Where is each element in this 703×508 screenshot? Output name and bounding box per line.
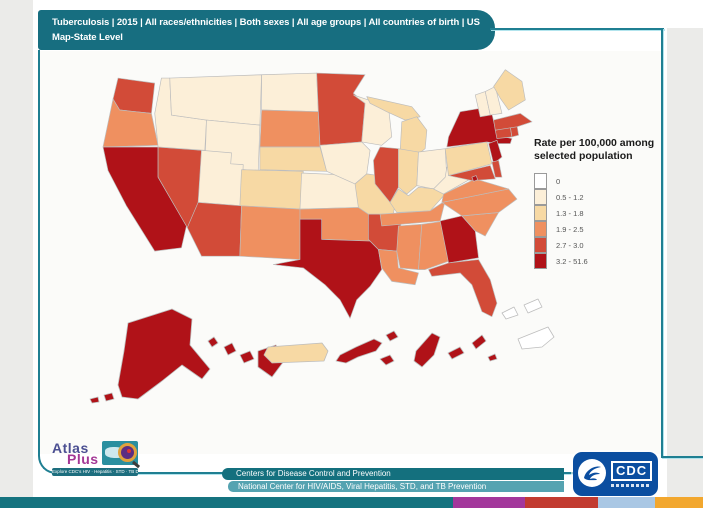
legend-label: 0 xyxy=(556,176,561,186)
state-sd[interactable] xyxy=(259,109,321,148)
mainland-states-group xyxy=(102,69,533,319)
cdc-logo-text: CDC xyxy=(611,461,653,481)
legend-row: 0 xyxy=(534,172,660,189)
state-pr[interactable] xyxy=(263,342,329,364)
legend-swatch xyxy=(534,204,547,221)
legend-swatch xyxy=(534,220,547,237)
header-filters-line: Tuberculosis | 2015 | All races/ethnicit… xyxy=(52,17,480,28)
state-mp[interactable] xyxy=(447,346,465,360)
page-left-margin xyxy=(0,0,33,497)
state-ne[interactable] xyxy=(259,146,328,172)
state-wa[interactable] xyxy=(112,77,156,114)
us-choropleth-map xyxy=(89,69,555,404)
state-co[interactable] xyxy=(239,169,304,210)
state-nd[interactable] xyxy=(261,72,319,113)
state-nj[interactable] xyxy=(488,139,503,165)
state-mp[interactable] xyxy=(471,334,487,350)
bottom-color-strip xyxy=(0,497,703,508)
state-de[interactable] xyxy=(491,160,503,178)
state-me[interactable] xyxy=(493,69,526,111)
frame-line-top xyxy=(490,28,664,30)
strip-segment xyxy=(525,497,598,508)
cdc-logo[interactable]: CDC xyxy=(573,452,658,496)
atlasplus-logo-text-plus: Plus xyxy=(67,451,99,467)
legend-label: 1.9 - 2.5 xyxy=(556,224,584,234)
state-in[interactable] xyxy=(398,148,419,195)
state-tn[interactable] xyxy=(379,200,446,227)
legend-label: 1.3 - 1.8 xyxy=(556,208,584,218)
state-nm[interactable] xyxy=(239,205,302,260)
legend-swatch xyxy=(534,172,547,189)
state-as[interactable] xyxy=(379,354,395,366)
state-hi[interactable] xyxy=(223,342,237,356)
state-vi[interactable] xyxy=(517,326,555,350)
state-or[interactable] xyxy=(102,98,159,148)
state-as[interactable] xyxy=(335,338,383,364)
atlasplus-logo-text-atlas: Atlas xyxy=(52,440,89,456)
frame-line-right xyxy=(661,28,663,458)
legend-row: 1.9 - 2.5 xyxy=(534,220,660,237)
state-nh[interactable] xyxy=(484,86,503,116)
state-mi[interactable] xyxy=(366,96,421,121)
state-ak[interactable] xyxy=(89,396,100,404)
footer-banner-nchhstp: National Center for HIV/AIDS, Viral Hepa… xyxy=(228,481,564,492)
map-legend: Rate per 100,000 among selected populati… xyxy=(534,137,660,269)
legend-label: 0.5 - 1.2 xyxy=(556,192,584,202)
legend-swatch xyxy=(534,236,547,253)
footer-banner-cdc: Centers for Disease Control and Preventi… xyxy=(222,468,564,480)
state-mn[interactable] xyxy=(316,72,366,146)
state-az[interactable] xyxy=(186,202,242,257)
atlasplus-tagline: Explore CDC's HIV · Hepatitis · STD · TB… xyxy=(52,468,138,476)
islands-group xyxy=(89,298,555,404)
legend-row: 1.3 - 1.8 xyxy=(534,204,660,221)
state-hi[interactable] xyxy=(207,336,219,348)
report-header: Tuberculosis | 2015 | All races/ethnicit… xyxy=(38,10,495,50)
state-mp[interactable] xyxy=(487,353,498,362)
state-hi[interactable] xyxy=(239,350,255,364)
hhs-eagle-icon xyxy=(578,459,606,487)
atlasplus-magnifier-map-icon xyxy=(102,441,141,469)
state-va[interactable] xyxy=(441,178,509,203)
strip-segment xyxy=(453,497,525,508)
state-ak[interactable] xyxy=(117,308,211,400)
map-panel: Rate per 100,000 among selected populati… xyxy=(40,51,661,454)
legend-row: 0.5 - 1.2 xyxy=(534,188,660,205)
state-ma[interactable] xyxy=(493,113,533,131)
legend-row: 3.2 - 51.6 xyxy=(534,252,660,269)
cdc-logo-microtext xyxy=(611,484,651,487)
state-tx[interactable] xyxy=(272,218,383,319)
state-fl[interactable] xyxy=(428,259,498,317)
legend-label: 2.7 - 3.0 xyxy=(556,240,584,250)
legend-title: Rate per 100,000 among selected populati… xyxy=(534,137,655,163)
state-vi[interactable] xyxy=(501,306,519,320)
page-right-margin xyxy=(667,28,703,497)
state-ga[interactable] xyxy=(439,215,479,264)
legend-label: 3.2 - 51.6 xyxy=(556,256,588,266)
strip-segment xyxy=(598,497,655,508)
state-gu[interactable] xyxy=(413,332,441,368)
state-dc[interactable] xyxy=(471,175,479,182)
legend-swatch xyxy=(534,252,547,269)
legend-swatch xyxy=(534,188,547,205)
state-pa[interactable] xyxy=(444,141,493,176)
legend-classes: 0 0.5 - 1.2 1.3 - 1.8 1.9 - 2.5 2.7 - 3.0 3.2… xyxy=(534,172,660,269)
legend-row: 2.7 - 3.0 xyxy=(534,236,660,253)
state-ms[interactable] xyxy=(396,223,423,270)
strip-segment xyxy=(655,497,703,508)
state-as[interactable] xyxy=(385,330,399,342)
strip-segment xyxy=(0,497,453,508)
atlasplus-logo[interactable]: Atlas Plus Explore CDC's HIV · Hepatitis… xyxy=(50,440,142,480)
state-ak[interactable] xyxy=(103,392,115,402)
frame-line-exit xyxy=(661,456,703,458)
state-md[interactable] xyxy=(448,165,496,181)
header-view-line: Map-State Level xyxy=(52,31,123,43)
state-vi[interactable] xyxy=(523,298,543,314)
